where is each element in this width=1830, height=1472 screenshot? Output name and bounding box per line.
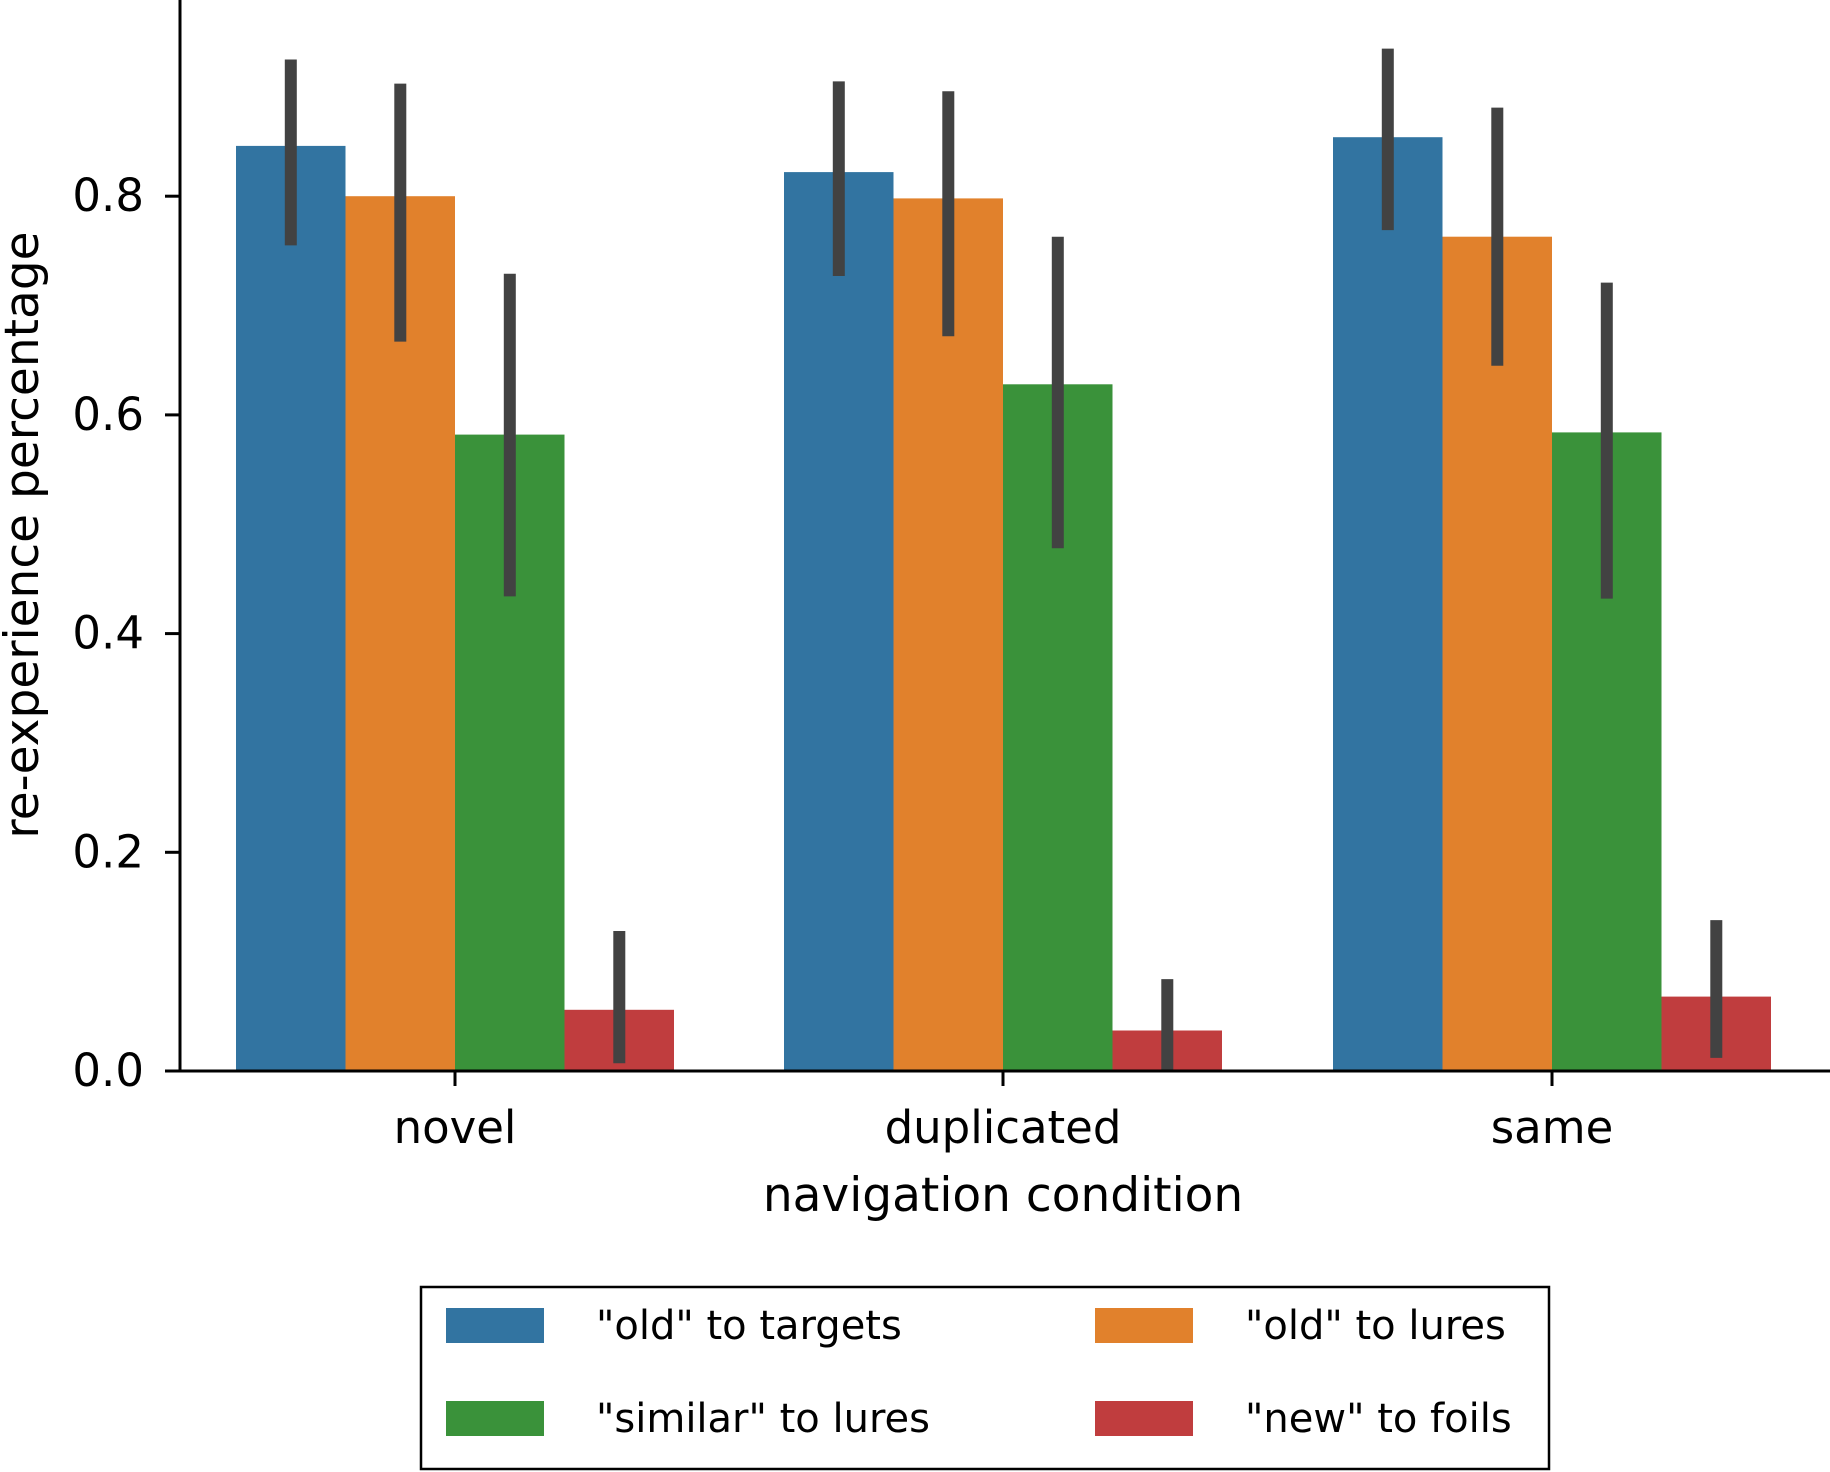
x-tick-label-duplicated: duplicated <box>885 1101 1122 1154</box>
bar-novel-series-1 <box>236 145 346 1071</box>
legend-swatch-3 <box>446 1401 544 1436</box>
legend: "old" to targets "old" to lures "similar" … <box>419 1285 1551 1471</box>
y-tick-label: 0.4 <box>72 607 144 660</box>
legend-label-4: "new" to foils <box>1245 1396 1512 1442</box>
legend-swatch-2 <box>1095 1308 1193 1343</box>
error-bars-layer <box>284 48 1723 1071</box>
y-tick-label: 0.6 <box>72 388 144 441</box>
x-axis-ticks: novel duplicated same <box>394 1071 1614 1154</box>
legend-label-2: "old" to lures <box>1245 1303 1506 1349</box>
x-axis-label: navigation condition <box>763 1168 1243 1223</box>
legend-label-3: "similar" to lures <box>596 1396 930 1442</box>
y-axis-label: re-experience percentage <box>0 231 50 838</box>
legend-swatch-4 <box>1095 1401 1193 1436</box>
y-tick-label: 0.8 <box>72 169 144 222</box>
legend-swatch-1 <box>446 1308 544 1343</box>
legend-frame <box>419 1285 1551 1471</box>
bar-same-series-2 <box>1442 236 1552 1071</box>
x-tick-label-same: same <box>1491 1101 1614 1154</box>
bar-same-series-1 <box>1333 137 1443 1071</box>
y-tick-label: 0.0 <box>72 1044 144 1097</box>
y-axis-ticks: 0.0 0.2 0.4 0.6 0.8 <box>72 169 180 1097</box>
x-tick-label-novel: novel <box>394 1101 517 1154</box>
bars-layer <box>236 137 1771 1072</box>
bar-duplicated-series-1 <box>784 172 894 1072</box>
bar-duplicated-series-2 <box>893 198 1003 1071</box>
bar-novel-series-2 <box>345 196 455 1071</box>
y-tick-label: 0.2 <box>72 825 144 878</box>
legend-label-1: "old" to targets <box>596 1303 902 1349</box>
